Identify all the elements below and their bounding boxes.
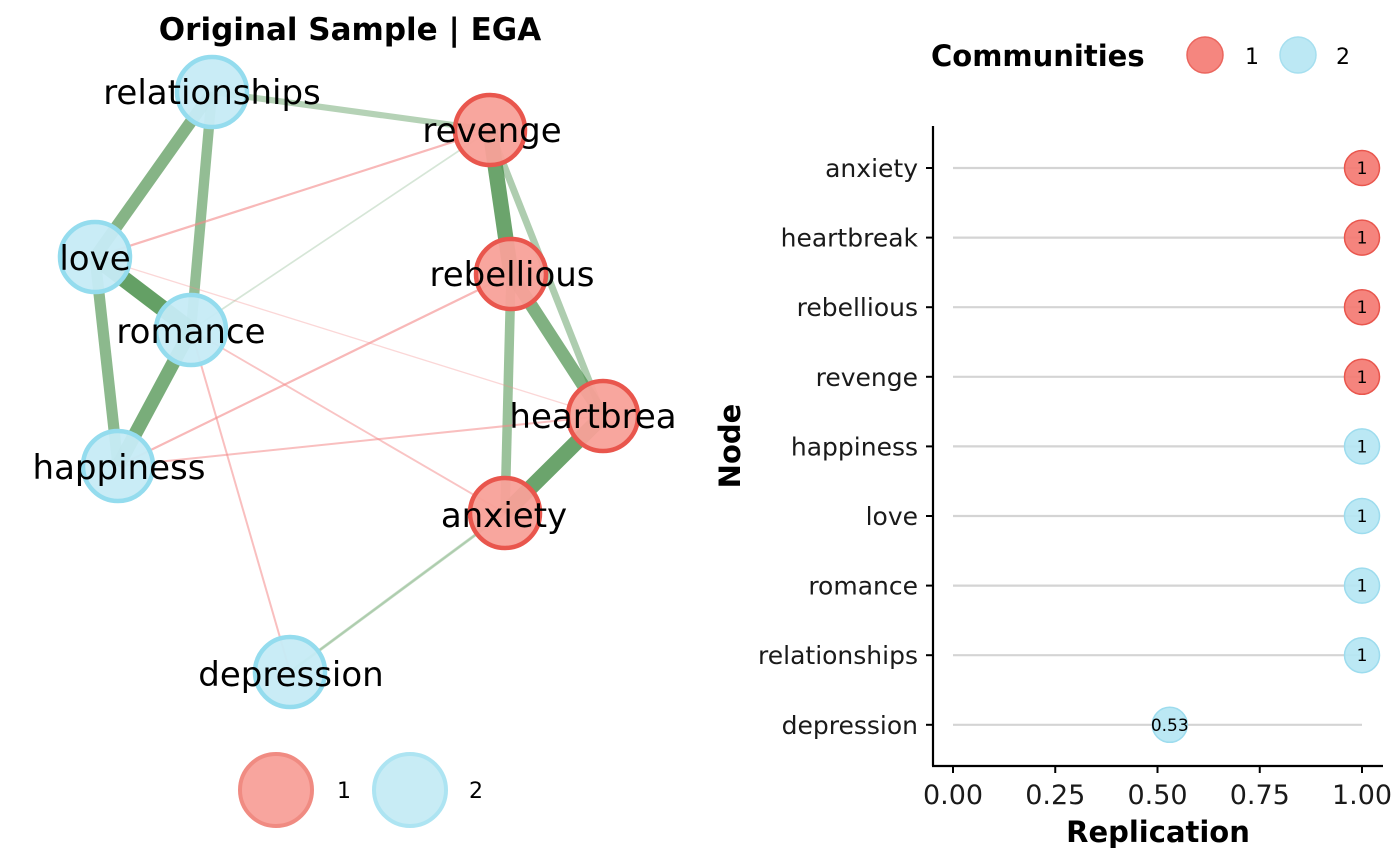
y-tick-label-happiness: happiness	[791, 432, 918, 461]
communities-legend-2-swatch	[1279, 36, 1317, 74]
value-label-depression: 0.53	[1151, 716, 1189, 736]
value-label-romance: 1	[1357, 577, 1368, 597]
edge-relationships-romance	[185, 91, 218, 331]
node-label-romance: romance	[116, 312, 265, 352]
x-tick-label-0.75: 0.75	[1230, 780, 1290, 811]
y-axis-title: Node	[713, 404, 747, 489]
dot-anxiety	[1343, 149, 1381, 187]
node-label-happiness: happiness	[33, 448, 206, 488]
edge-depression-anxiety	[289, 512, 506, 673]
network-edges	[89, 88, 609, 674]
replication-panel: Communities 1 2 anxiety 1 heartbreak 1 rebel…	[713, 36, 1392, 849]
node-happiness	[80, 428, 156, 504]
edge-love-revenge	[94, 128, 491, 259]
x-tick-label-0.00: 0.00	[923, 780, 983, 811]
y-tick-label-anxiety: anxiety	[825, 154, 918, 183]
value-label-relationships: 1	[1357, 646, 1368, 666]
node-heartbreak	[565, 378, 641, 454]
dot-love	[1343, 497, 1381, 535]
network-nodes: relationships revenge love rebellious romanc…	[33, 54, 677, 710]
y-tick-label-rebellious: rebellious	[797, 293, 918, 322]
dot-heartbreak	[1343, 219, 1381, 256]
network-panel: Original Sample | EGA relationships reven…	[33, 12, 677, 828]
edge-romance-anxiety	[190, 329, 506, 514]
node-label-love: love	[59, 239, 130, 279]
legend-community-1-label: 1	[337, 779, 351, 804]
node-rebellious	[473, 236, 549, 312]
node-label-depression: depression	[198, 655, 383, 695]
edge-relationships-revenge	[211, 88, 491, 134]
network-title: Original Sample | EGA	[159, 12, 541, 48]
x-tick-label-0.25: 0.25	[1025, 780, 1085, 811]
node-romance	[153, 292, 229, 368]
dot-relationships	[1343, 636, 1381, 674]
communities-legend: Communities 1 2	[931, 36, 1350, 74]
y-tick-label-love: love	[866, 502, 918, 531]
value-label-rebellious: 1	[1357, 298, 1368, 318]
communities-legend-1-swatch	[1186, 36, 1224, 74]
node-label-heartbreak: heartbrea	[509, 397, 676, 437]
dot-happiness	[1343, 428, 1381, 465]
dot-depression	[1151, 706, 1189, 744]
node-revenge	[452, 92, 528, 168]
edge-anxiety-depression	[289, 511, 506, 674]
edge-happiness-heartbreak	[117, 415, 604, 467]
edge-rebellious-anxiety	[500, 273, 516, 514]
edge-happiness-rebellious	[117, 273, 512, 467]
y-tick-label-relationships: relationships	[758, 641, 918, 670]
network-legend: 1 2	[238, 752, 483, 828]
legend-community-1-swatch	[238, 752, 314, 828]
edge-romance-revenge	[190, 129, 491, 331]
value-label-heartbreak: 1	[1357, 229, 1368, 249]
x-axis-title: Replication	[1066, 815, 1250, 849]
x-tick-label-0.50: 0.50	[1127, 780, 1187, 811]
y-tick-label-romance: romance	[808, 572, 918, 601]
node-depression	[252, 634, 328, 710]
dot-rebellious	[1343, 288, 1381, 326]
node-label-revenge: revenge	[422, 111, 561, 151]
value-label-revenge: 1	[1357, 368, 1368, 388]
edge-romance-depression	[190, 329, 291, 673]
y-tick-label-depression: depression	[782, 711, 918, 740]
y-tick-label-revenge: revenge	[816, 363, 918, 392]
node-label-anxiety: anxiety	[441, 496, 567, 536]
communities-legend-2-label: 2	[1336, 45, 1350, 70]
dot-romance	[1343, 567, 1381, 604]
node-label-rebellious: rebellious	[429, 255, 594, 295]
node-love	[57, 219, 133, 295]
communities-legend-title: Communities	[931, 39, 1145, 73]
value-label-happiness: 1	[1357, 437, 1368, 457]
legend-community-2-label: 2	[469, 779, 483, 804]
value-label-anxiety: 1	[1357, 159, 1368, 179]
value-label-love: 1	[1357, 507, 1368, 527]
node-label-relationships: relationships	[103, 73, 321, 113]
node-anxiety	[467, 475, 543, 551]
dot-revenge	[1343, 358, 1381, 396]
dot-plot-area: anxiety 1 heartbreak 1 rebellious 1 revenge 1 ha…	[758, 149, 1392, 811]
legend-community-2-swatch	[372, 752, 448, 828]
communities-legend-1-label: 1	[1245, 45, 1259, 70]
edge-love-heartbreak	[94, 256, 604, 417]
node-relationships	[174, 54, 250, 130]
x-tick-label-1.00: 1.00	[1332, 780, 1392, 811]
y-tick-label-heartbreak: heartbreak	[781, 224, 919, 253]
